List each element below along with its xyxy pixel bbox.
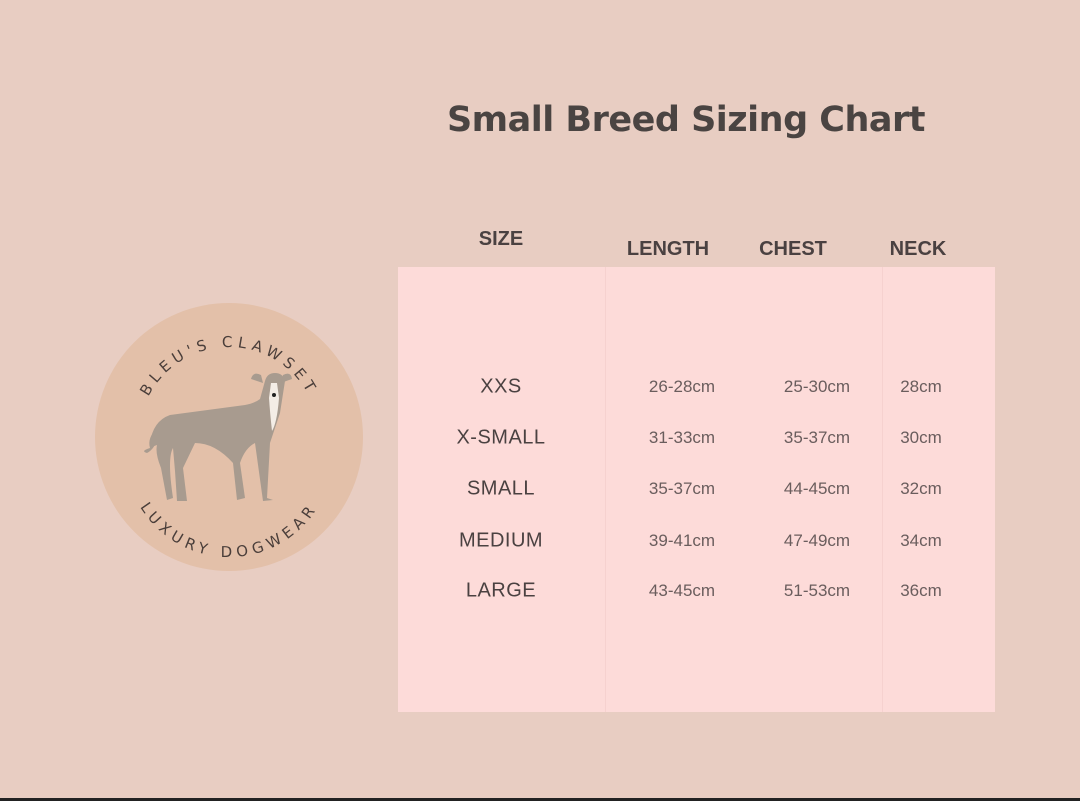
cell-length: 26-28cm — [648, 377, 716, 396]
cell-neck: 30cm — [900, 428, 942, 447]
column-divider — [605, 267, 606, 712]
header-length: LENGTH — [626, 238, 710, 260]
cell-length: 39-41cm — [648, 531, 716, 550]
cell-size: LARGE — [465, 579, 537, 602]
cell-length: 35-37cm — [648, 479, 716, 498]
cell-chest: 47-49cm — [783, 531, 851, 550]
cell-chest: 35-37cm — [783, 428, 851, 447]
column-divider — [882, 267, 883, 712]
cell-size: X-SMALL — [456, 426, 546, 449]
cell-size: XXS — [480, 375, 522, 398]
cell-length: 31-33cm — [648, 428, 716, 447]
header-chest: CHEST — [759, 238, 827, 260]
brand-logo: BLEU'S CLAWSET LUXURY DOGWEAR — [95, 303, 363, 571]
cell-chest: 51-53cm — [783, 581, 851, 600]
bottom-border — [0, 798, 1080, 801]
cell-neck: 36cm — [900, 581, 942, 600]
cell-neck: 28cm — [900, 377, 942, 396]
cell-size: SMALL — [466, 477, 536, 500]
sizing-table — [398, 267, 995, 712]
cell-chest: 25-30cm — [783, 377, 851, 396]
page-title: Small Breed Sizing Chart — [446, 100, 926, 140]
header-size: SIZE — [478, 228, 524, 250]
cell-length: 43-45cm — [648, 581, 716, 600]
cell-neck: 34cm — [900, 531, 942, 550]
cell-neck: 32cm — [900, 479, 942, 498]
header-neck: NECK — [889, 238, 947, 260]
cell-chest: 44-45cm — [783, 479, 851, 498]
dog-illustration-icon — [144, 373, 292, 501]
cell-size: MEDIUM — [458, 529, 544, 552]
